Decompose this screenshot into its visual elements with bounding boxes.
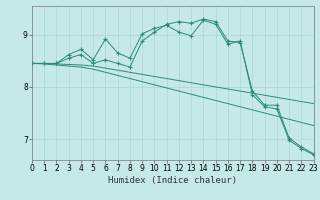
X-axis label: Humidex (Indice chaleur): Humidex (Indice chaleur) [108,176,237,185]
